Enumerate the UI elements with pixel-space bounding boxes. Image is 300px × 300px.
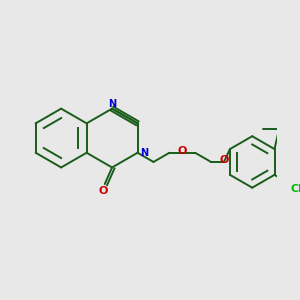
Text: O: O — [178, 146, 187, 156]
Text: O: O — [219, 155, 229, 165]
Text: N: N — [140, 148, 148, 158]
Text: O: O — [98, 186, 108, 197]
Text: Cl: Cl — [291, 184, 300, 194]
Text: N: N — [108, 99, 116, 109]
